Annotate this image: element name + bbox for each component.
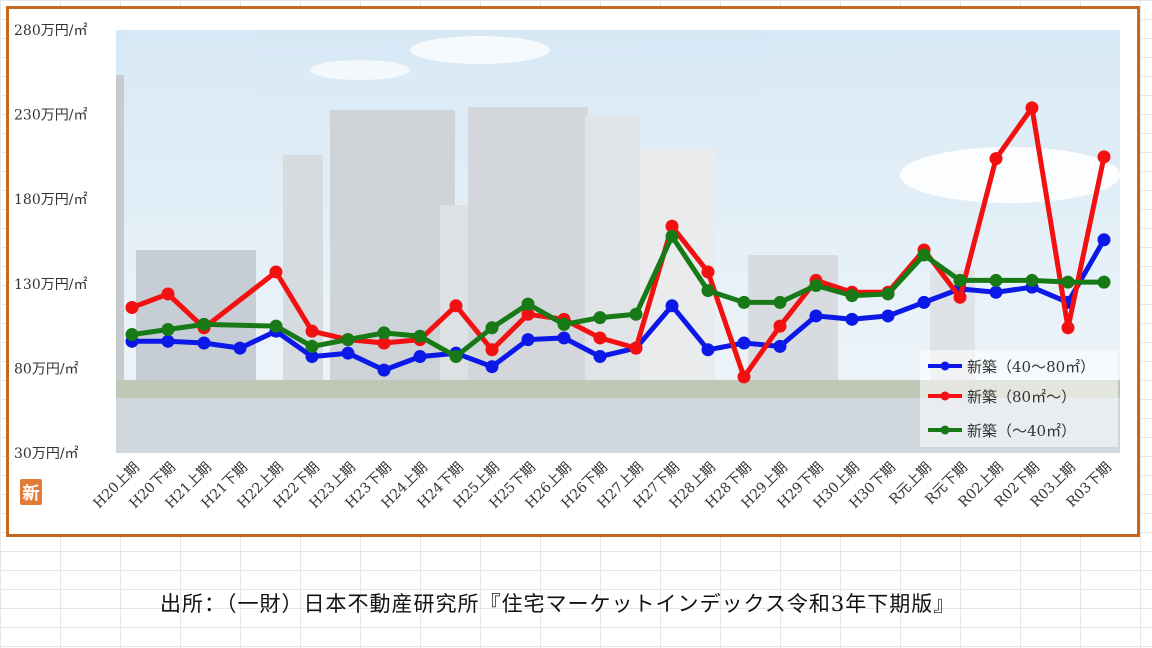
data-point bbox=[701, 284, 715, 298]
data-point bbox=[449, 350, 463, 364]
data-point bbox=[377, 336, 391, 350]
data-point bbox=[377, 326, 391, 340]
data-point bbox=[737, 295, 751, 309]
data-point bbox=[917, 248, 931, 262]
y-tick-label: 180万円/㎡ bbox=[14, 192, 87, 208]
legend-label: 新築（40～80㎡） bbox=[967, 358, 1095, 376]
data-point bbox=[197, 317, 211, 331]
data-point bbox=[737, 370, 751, 384]
data-point bbox=[701, 343, 715, 357]
data-point bbox=[881, 287, 895, 301]
data-point bbox=[953, 290, 967, 304]
data-point bbox=[917, 295, 931, 309]
legend-item-1: 新築（40～80㎡） bbox=[928, 358, 1095, 376]
legend-label: 新築（80㎡～） bbox=[967, 388, 1076, 406]
data-point bbox=[593, 331, 607, 345]
data-point bbox=[665, 229, 679, 243]
series-line-1 bbox=[129, 237, 1107, 373]
new-badge: 新 bbox=[20, 479, 42, 505]
data-point bbox=[989, 285, 1003, 299]
source-caption: 出所：（一財）日本不動産研究所『住宅マーケットインデックス令和3年下期版』 bbox=[160, 592, 956, 616]
data-point bbox=[161, 322, 175, 336]
data-point bbox=[1061, 321, 1075, 335]
background-photo bbox=[116, 30, 1120, 453]
data-point bbox=[773, 339, 787, 353]
data-point bbox=[881, 309, 895, 323]
data-point bbox=[1025, 101, 1039, 115]
data-point bbox=[413, 329, 427, 343]
data-point bbox=[593, 350, 607, 364]
data-point bbox=[377, 363, 391, 377]
series-layer bbox=[125, 101, 1111, 384]
data-point bbox=[665, 299, 679, 313]
data-point bbox=[989, 152, 1003, 166]
data-point bbox=[341, 333, 355, 347]
y-tick-label: 280万円/㎡ bbox=[14, 23, 87, 39]
data-point bbox=[1061, 275, 1075, 289]
data-point bbox=[161, 334, 175, 348]
data-point bbox=[989, 273, 1003, 287]
data-point bbox=[521, 333, 535, 347]
data-point bbox=[521, 307, 535, 321]
data-point bbox=[269, 319, 283, 333]
badge-label: 新 bbox=[23, 483, 40, 504]
data-point bbox=[845, 312, 859, 326]
x-axis: H20上期H20下期H21上期H21下期H22上期H22下期H23上期H23下期… bbox=[90, 460, 1114, 512]
y-axis: 30万円/㎡ 80万円/㎡ 130万円/㎡ 180万円/㎡ 230万円/㎡ 280万円/㎡ bbox=[14, 23, 87, 462]
y-tick-label: 230万円/㎡ bbox=[14, 108, 87, 124]
data-point bbox=[413, 350, 427, 364]
legend-item-2: 新築（80㎡～） bbox=[928, 388, 1076, 406]
data-point bbox=[629, 341, 643, 355]
data-point bbox=[305, 324, 319, 338]
data-point bbox=[557, 331, 571, 345]
data-point bbox=[1025, 273, 1039, 287]
data-point bbox=[125, 300, 139, 314]
data-point bbox=[197, 336, 211, 350]
data-point bbox=[809, 278, 823, 292]
legend: 新築（40～80㎡） 新築（80㎡～） 新築（～40㎡） bbox=[920, 350, 1118, 447]
line-chart: 30万円/㎡ 80万円/㎡ 130万円/㎡ 180万円/㎡ 230万円/㎡ 280万円/㎡… bbox=[14, 23, 1120, 512]
y-tick-label: 30万円/㎡ bbox=[14, 446, 79, 462]
data-point bbox=[341, 346, 355, 360]
data-point bbox=[485, 360, 499, 374]
data-point bbox=[305, 339, 319, 353]
data-point bbox=[773, 295, 787, 309]
data-point bbox=[125, 328, 139, 342]
data-point bbox=[557, 317, 571, 331]
legend-item-3: 新築（～40㎡） bbox=[928, 422, 1076, 440]
data-point bbox=[809, 309, 823, 323]
data-point bbox=[269, 265, 283, 279]
data-point bbox=[1097, 233, 1111, 247]
data-point bbox=[701, 265, 715, 279]
data-point bbox=[773, 319, 787, 333]
data-point bbox=[305, 350, 319, 364]
data-point bbox=[593, 311, 607, 325]
data-point bbox=[737, 336, 751, 350]
data-point bbox=[665, 219, 679, 233]
data-point bbox=[485, 343, 499, 357]
data-point bbox=[1097, 275, 1111, 289]
y-tick-label: 80万円/㎡ bbox=[14, 361, 79, 377]
data-point bbox=[161, 287, 175, 301]
data-point bbox=[1097, 150, 1111, 164]
data-point bbox=[629, 307, 643, 321]
data-point bbox=[953, 273, 967, 287]
data-point bbox=[449, 299, 463, 313]
data-point bbox=[233, 341, 247, 355]
data-point bbox=[845, 289, 859, 303]
data-point bbox=[521, 297, 535, 311]
y-tick-label: 130万円/㎡ bbox=[14, 277, 87, 293]
legend-label: 新築（～40㎡） bbox=[967, 422, 1076, 440]
data-point bbox=[485, 321, 499, 335]
